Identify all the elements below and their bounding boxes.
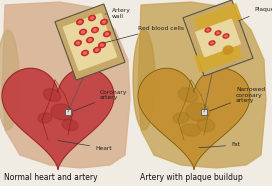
Ellipse shape <box>133 30 155 130</box>
Polygon shape <box>194 42 242 72</box>
Ellipse shape <box>101 19 107 25</box>
Ellipse shape <box>77 19 84 25</box>
Ellipse shape <box>91 17 94 19</box>
Polygon shape <box>138 68 250 169</box>
Ellipse shape <box>95 49 98 51</box>
Ellipse shape <box>209 41 215 45</box>
Ellipse shape <box>78 21 82 23</box>
Ellipse shape <box>94 29 97 31</box>
Ellipse shape <box>178 88 198 102</box>
Polygon shape <box>138 2 266 168</box>
Ellipse shape <box>0 30 19 130</box>
Polygon shape <box>2 2 130 168</box>
Text: Heart: Heart <box>58 140 112 150</box>
Ellipse shape <box>104 31 110 37</box>
Text: Artery
wall: Artery wall <box>105 8 131 19</box>
Ellipse shape <box>215 31 221 35</box>
Ellipse shape <box>223 46 233 54</box>
Ellipse shape <box>89 15 95 21</box>
Polygon shape <box>63 14 117 70</box>
Text: Normal heart and artery: Normal heart and artery <box>4 173 98 182</box>
Ellipse shape <box>205 28 211 32</box>
Ellipse shape <box>103 21 106 23</box>
Text: Narrowed
coronary
artery: Narrowed coronary artery <box>210 87 265 111</box>
Ellipse shape <box>38 113 52 123</box>
Ellipse shape <box>223 34 229 38</box>
Ellipse shape <box>217 32 219 34</box>
Ellipse shape <box>62 119 78 131</box>
Ellipse shape <box>211 42 213 44</box>
Ellipse shape <box>207 29 209 31</box>
Ellipse shape <box>51 104 73 120</box>
Ellipse shape <box>181 124 201 136</box>
Text: Plaque: Plaque <box>239 7 272 21</box>
Ellipse shape <box>94 47 100 53</box>
Ellipse shape <box>76 42 79 44</box>
Ellipse shape <box>75 40 81 46</box>
Ellipse shape <box>43 89 61 101</box>
Polygon shape <box>2 68 114 169</box>
Ellipse shape <box>80 29 86 35</box>
Ellipse shape <box>82 50 88 56</box>
Ellipse shape <box>186 103 210 121</box>
Ellipse shape <box>86 37 93 43</box>
Ellipse shape <box>82 31 85 33</box>
Ellipse shape <box>225 35 227 37</box>
Ellipse shape <box>106 33 109 35</box>
Ellipse shape <box>92 27 98 33</box>
Polygon shape <box>55 4 125 80</box>
Ellipse shape <box>88 39 92 41</box>
Text: Artery with plaque buildup: Artery with plaque buildup <box>140 173 243 182</box>
Ellipse shape <box>99 42 105 48</box>
Text: Coronary
artery: Coronary artery <box>74 90 127 111</box>
Ellipse shape <box>84 52 86 54</box>
Polygon shape <box>196 19 240 57</box>
Polygon shape <box>183 0 253 76</box>
Text: Fat: Fat <box>199 142 240 148</box>
Ellipse shape <box>173 112 189 124</box>
Bar <box>201 109 207 115</box>
Bar <box>65 109 71 115</box>
Text: Red blood cells: Red blood cells <box>103 25 184 43</box>
Ellipse shape <box>100 44 104 46</box>
Ellipse shape <box>197 118 215 132</box>
Polygon shape <box>194 4 242 34</box>
